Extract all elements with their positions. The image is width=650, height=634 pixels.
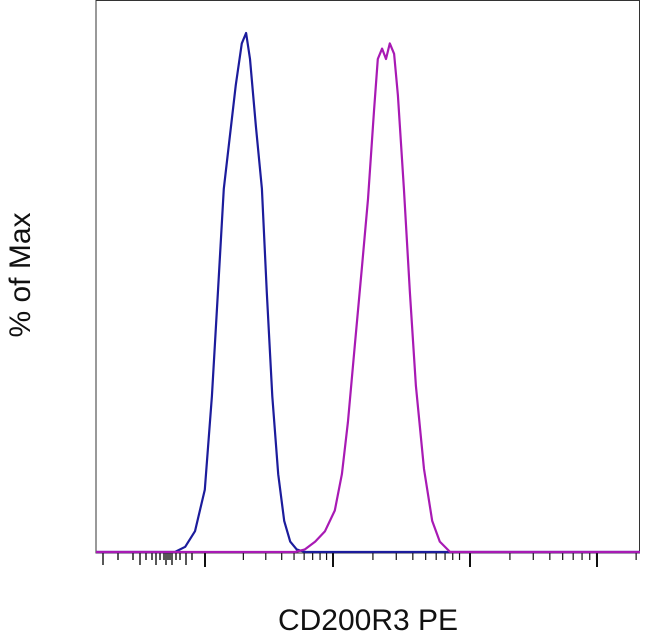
histogram-line bbox=[96, 31, 640, 554]
histogram-line bbox=[96, 42, 640, 554]
plot-frame bbox=[95, 0, 640, 554]
x-axis-label: CD200R3 PE bbox=[278, 604, 458, 634]
y-axis-label: % of Max bbox=[4, 212, 37, 337]
x-axis-ticks bbox=[102, 553, 637, 567]
